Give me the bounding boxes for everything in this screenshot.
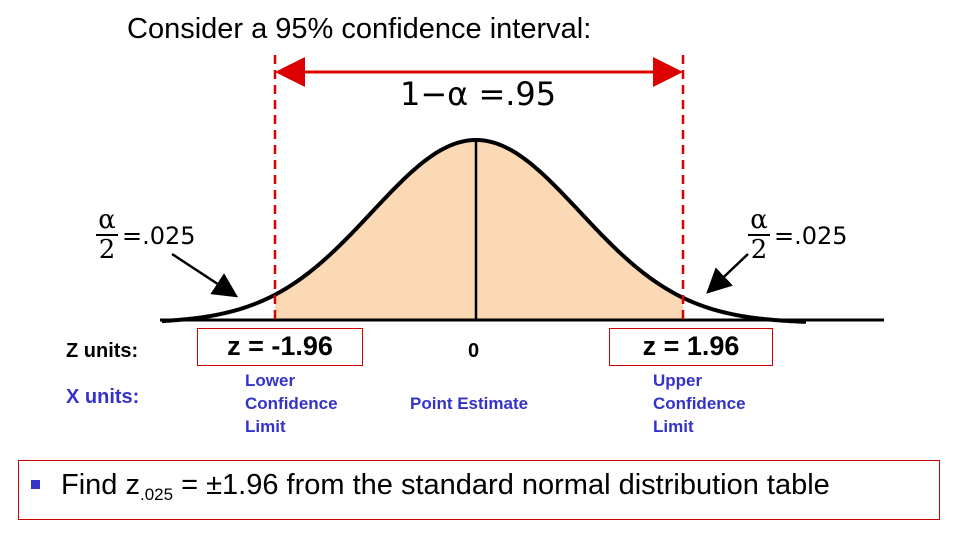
- lower-limit-line-2: Confidence: [245, 394, 338, 413]
- normal-curve-diagram: [160, 55, 884, 324]
- right-tail-pointer: [706, 253, 749, 294]
- lower-limit-line-3: Limit: [245, 417, 286, 436]
- left-fraction-bar: [96, 234, 118, 236]
- right-fraction-numerator: α: [750, 205, 768, 235]
- confidence-region-fill: [275, 140, 683, 320]
- left-tail-value: =.025: [122, 222, 196, 250]
- note-subscript: .025: [139, 485, 174, 504]
- page-title: Consider a 95% confidence interval:: [127, 13, 592, 45]
- note-text: Find z.025 = ±1.96 from the standard nor…: [61, 469, 830, 505]
- x-units-label: X units:: [66, 386, 140, 408]
- bullet-icon: [31, 480, 40, 489]
- upper-limit-line-1: Upper: [653, 371, 703, 390]
- confidence-level-formula: 1−α =.95: [400, 75, 557, 113]
- note-suffix: = ±1.96 from the standard normal distrib…: [173, 469, 830, 501]
- normal-curve: [161, 138, 807, 324]
- left-fraction-denominator: 2: [98, 235, 116, 265]
- lower-confidence-limit-label: Lower Confidence Limit: [245, 369, 338, 438]
- z-center-value: 0: [468, 340, 480, 362]
- note-box: Find z.025 = ±1.96 from the standard nor…: [18, 460, 940, 520]
- lower-limit-line-1: Lower: [245, 371, 296, 390]
- right-tail-value: =.025: [774, 222, 848, 250]
- right-fraction-bar: [748, 234, 770, 236]
- upper-limit-line-3: Limit: [653, 417, 694, 436]
- lower-z-box: z = -1.96: [197, 328, 363, 366]
- upper-confidence-limit-label: Upper Confidence Limit: [653, 369, 746, 438]
- right-fraction-denominator: 2: [750, 235, 768, 265]
- z-units-label: Z units:: [66, 340, 139, 362]
- point-estimate-label: Point Estimate: [410, 394, 529, 413]
- left-tail-pointer: [171, 252, 239, 298]
- left-fraction-numerator: α: [98, 205, 116, 235]
- right-alpha-fraction: α 2: [748, 207, 770, 263]
- note-prefix: Find z: [61, 469, 140, 501]
- upper-z-box: z = 1.96: [609, 328, 773, 366]
- upper-limit-line-2: Confidence: [653, 394, 746, 413]
- left-alpha-fraction: α 2: [96, 207, 118, 263]
